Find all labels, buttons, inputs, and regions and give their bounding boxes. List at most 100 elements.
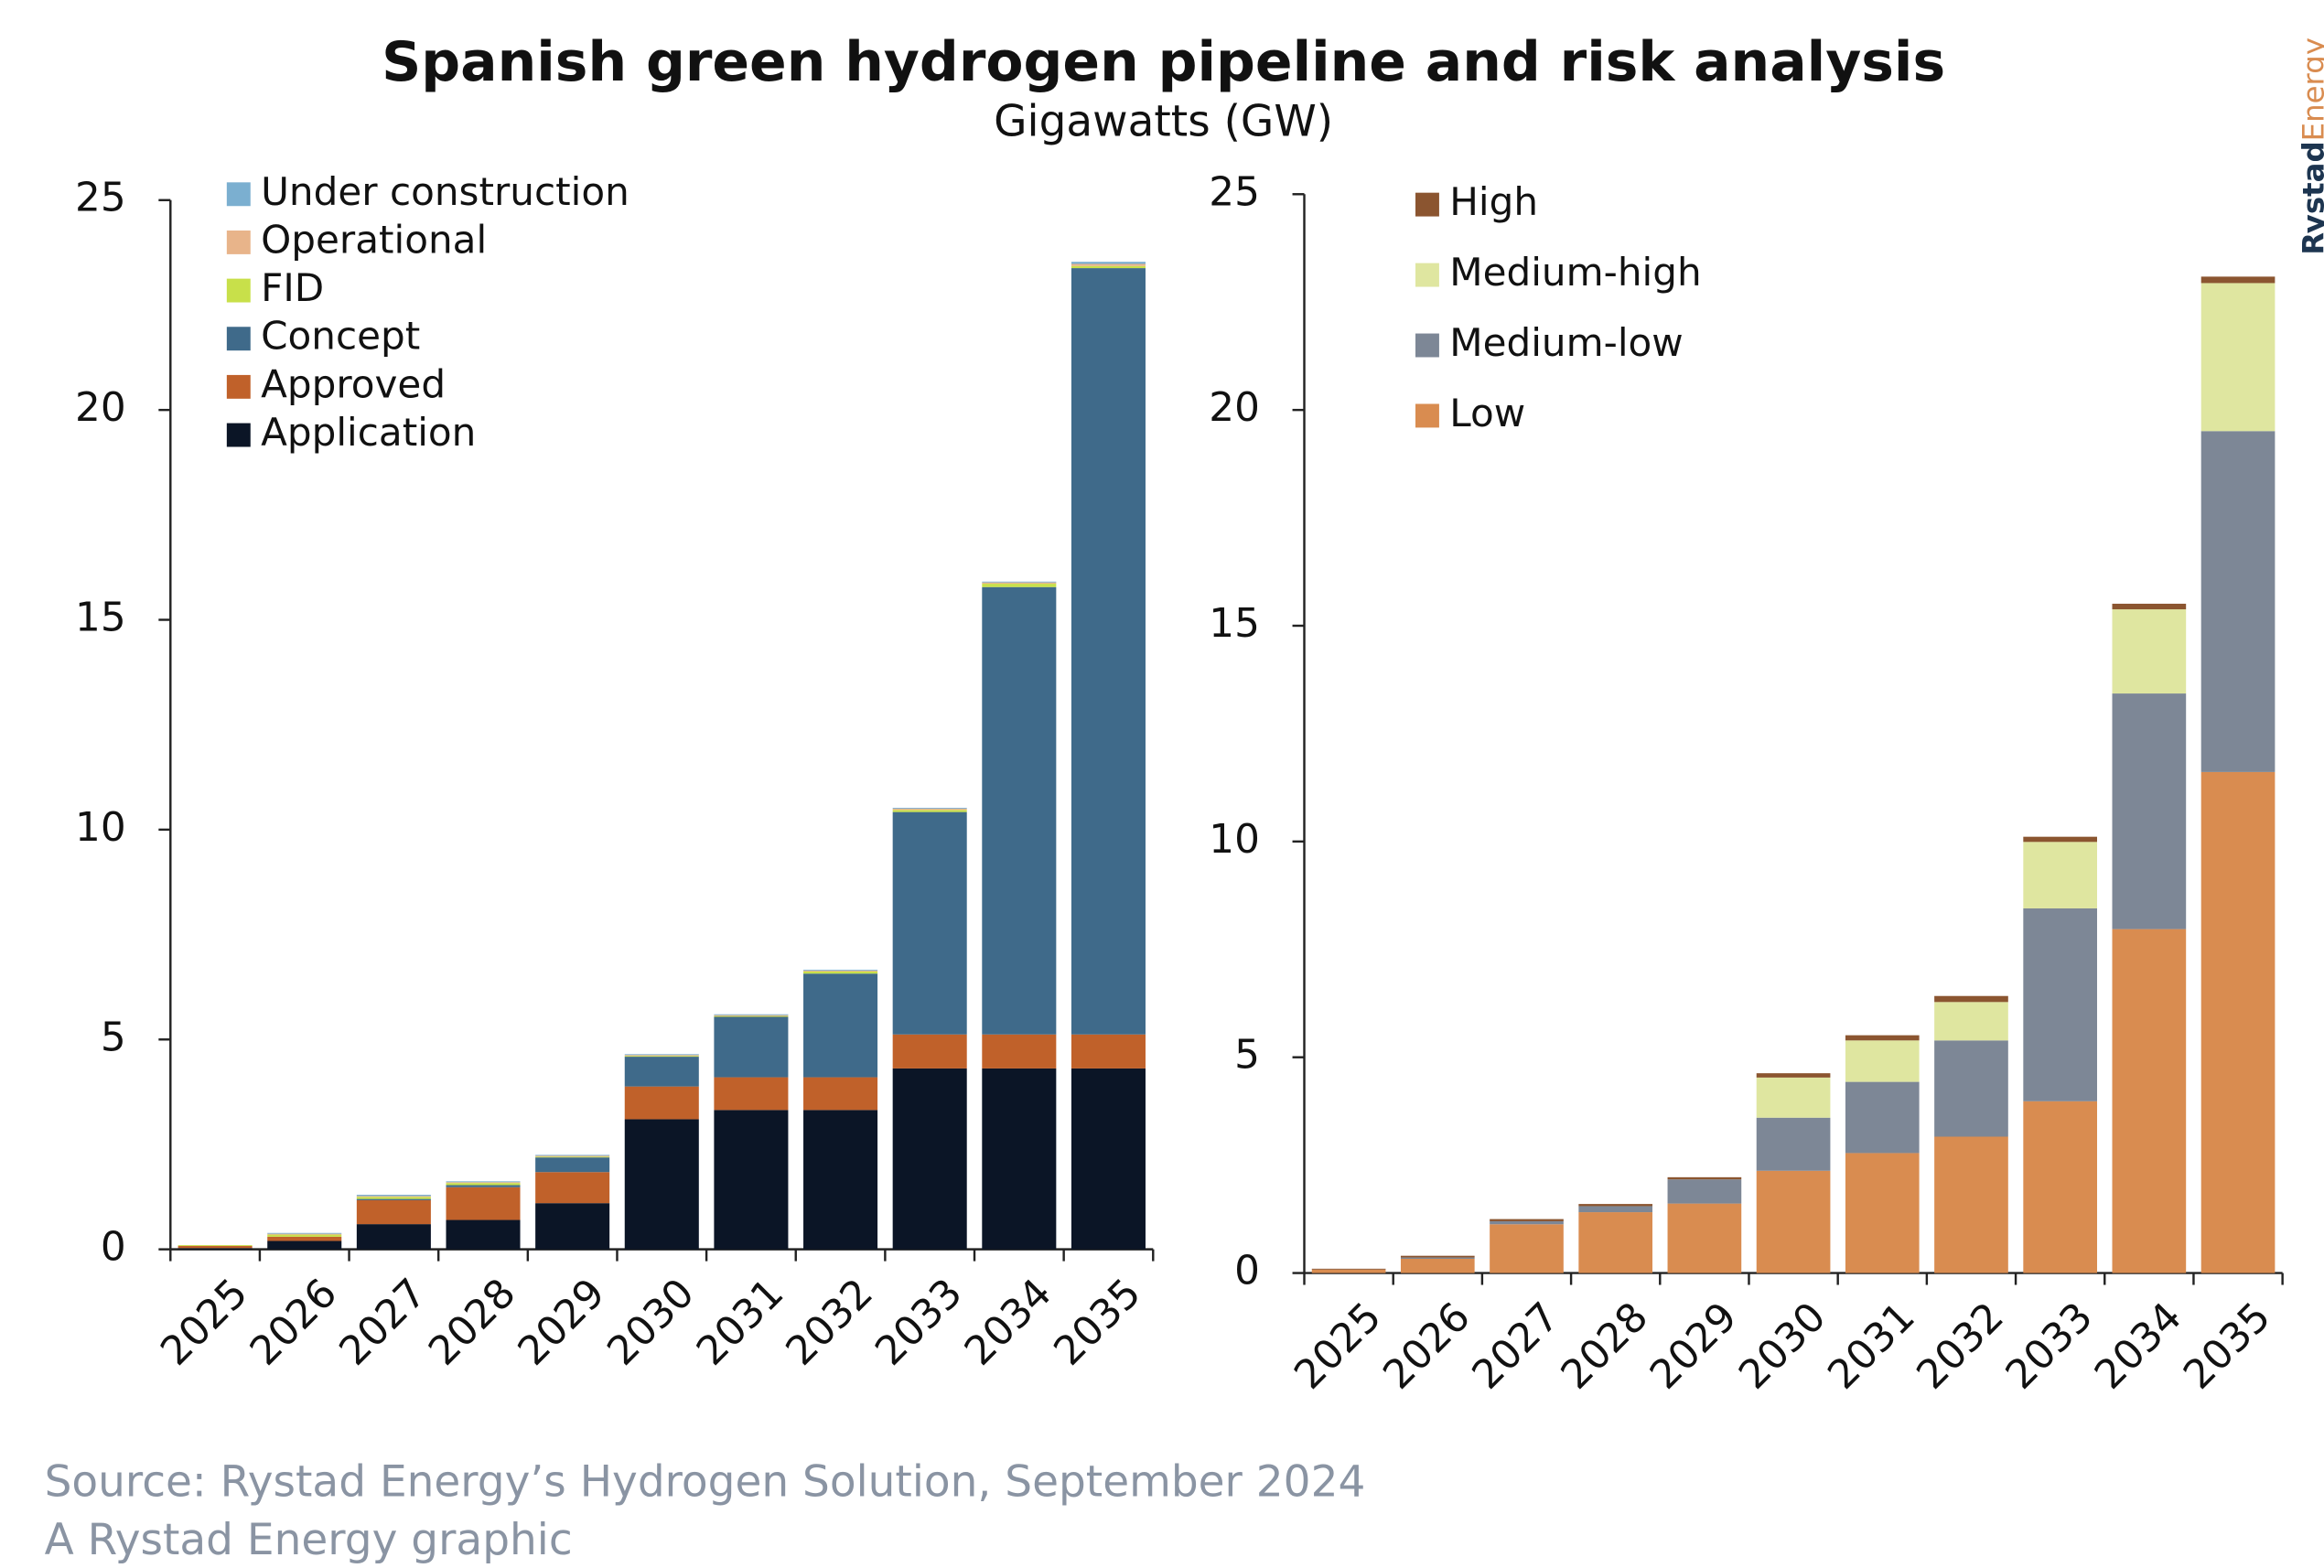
bar-segment [1071, 1034, 1146, 1069]
x-tick-label: 2028 [420, 1270, 525, 1375]
y-tick-label: 25 [75, 175, 126, 221]
bar-segment [1071, 268, 1146, 1035]
bar-segment [803, 1077, 878, 1111]
bar-segment [2200, 771, 2276, 1273]
bar-segment [1071, 263, 1146, 266]
bar-segment [982, 1034, 1057, 1069]
bar-segment [1934, 1040, 2008, 1137]
y-tick-label: 15 [1209, 600, 1260, 647]
credit: A Rystad Energy graphic [45, 1515, 573, 1565]
x-tick-label: 2033 [1996, 1294, 2102, 1399]
bar-segment [356, 1199, 431, 1225]
bar-segment [1845, 1153, 1920, 1273]
bar-segment [2112, 929, 2187, 1273]
legend-swatch [226, 423, 251, 447]
bar-segment [178, 1245, 253, 1246]
y-tick-label: 5 [1234, 1032, 1260, 1079]
bar-segment [714, 1016, 789, 1078]
x-tick-label: 2031 [1819, 1294, 1924, 1399]
bar-segment [1667, 1176, 1742, 1180]
bar-segment [446, 1219, 521, 1250]
bar-segment [1490, 1224, 1564, 1273]
bar-segment [1578, 1212, 1653, 1273]
legend-swatch [226, 230, 251, 254]
bar-segment [892, 1068, 967, 1250]
x-tick-label: 2033 [866, 1270, 972, 1375]
y-tick-label: 20 [1209, 384, 1260, 431]
bar-segment [1845, 1081, 1920, 1154]
bar-segment [2023, 842, 2097, 908]
bar-segment [1934, 1136, 2008, 1273]
bar-segment [982, 582, 1057, 585]
bar-segment [267, 1240, 342, 1250]
bar-segment [892, 1034, 967, 1069]
x-tick-label: 2035 [1045, 1270, 1150, 1375]
bar-segment [446, 1187, 521, 1220]
legend-swatch [1415, 403, 1439, 428]
bar-segment [1071, 265, 1146, 269]
bar-segment [1071, 1068, 1146, 1250]
bar-segment [2112, 603, 2187, 610]
bar-segment [1071, 262, 1146, 264]
x-tick-label: 2029 [509, 1270, 614, 1375]
bar-segment [624, 1057, 699, 1087]
bar-segment [446, 1181, 521, 1183]
bar-segment [446, 1183, 521, 1186]
bar-segment [1756, 1117, 1831, 1171]
bar-segment [1845, 1040, 1920, 1082]
bar-segment [178, 1248, 253, 1250]
bar-segment [1400, 1255, 1475, 1258]
bar-segment [2023, 1101, 2097, 1273]
legend-label: Medium-high [1449, 250, 1701, 295]
bar-segment [446, 1182, 521, 1184]
bar-segment [982, 584, 1057, 587]
bar-segment [714, 1110, 789, 1250]
bar-segment [1756, 1170, 1831, 1273]
chart-subtitle: Gigawatts (GW) [994, 97, 1333, 147]
legend-label: Medium-low [1449, 320, 1683, 365]
bar-segment [2200, 283, 2276, 432]
bar-segment [535, 1172, 610, 1204]
bar-segment [892, 808, 967, 811]
bar-segment [624, 1055, 699, 1057]
bar-segment [1578, 1206, 1653, 1213]
x-tick-label: 2028 [1552, 1294, 1657, 1399]
bar-segment [1311, 1269, 1386, 1273]
bar-segment [356, 1198, 431, 1200]
bar-segment [892, 811, 967, 1035]
legend-label: Application [261, 410, 476, 455]
y-tick-label: 10 [1209, 816, 1260, 863]
bar-segment [624, 1054, 699, 1056]
bar-segment [982, 1068, 1057, 1250]
x-tick-label: 2025 [1286, 1294, 1391, 1399]
bar-segment [1490, 1220, 1564, 1225]
y-tick-label: 20 [75, 384, 126, 431]
bar-segment [714, 1015, 789, 1017]
bar-segment [714, 1077, 789, 1111]
legend-label: Operational [261, 217, 487, 262]
x-tick-label: 2026 [1374, 1294, 1479, 1399]
y-tick-label: 0 [1234, 1248, 1260, 1294]
logo-part: Energy [2296, 38, 2324, 141]
legend-swatch [226, 374, 251, 399]
legend-label: Approved [261, 361, 446, 406]
bar-segment [1934, 1002, 2008, 1041]
x-tick-label: 2025 [152, 1270, 257, 1375]
bar-segment [267, 1236, 342, 1241]
bar-segment [624, 1119, 699, 1250]
x-tick-label: 2034 [956, 1270, 1061, 1375]
bar-segment [803, 971, 878, 974]
bar-segment [356, 1197, 431, 1199]
legend-swatch [226, 278, 251, 303]
x-tick-label: 2032 [777, 1270, 882, 1375]
x-tick-label: 2035 [2175, 1294, 2280, 1399]
y-tick-label: 15 [75, 595, 126, 641]
bar-segment [1400, 1258, 1475, 1273]
bar-segment [982, 581, 1057, 583]
x-tick-label: 2030 [598, 1270, 704, 1375]
legend-label: Concept [261, 314, 420, 359]
bar-segment [535, 1155, 610, 1157]
bar-segment [982, 586, 1057, 1035]
bar-segment [892, 808, 967, 809]
